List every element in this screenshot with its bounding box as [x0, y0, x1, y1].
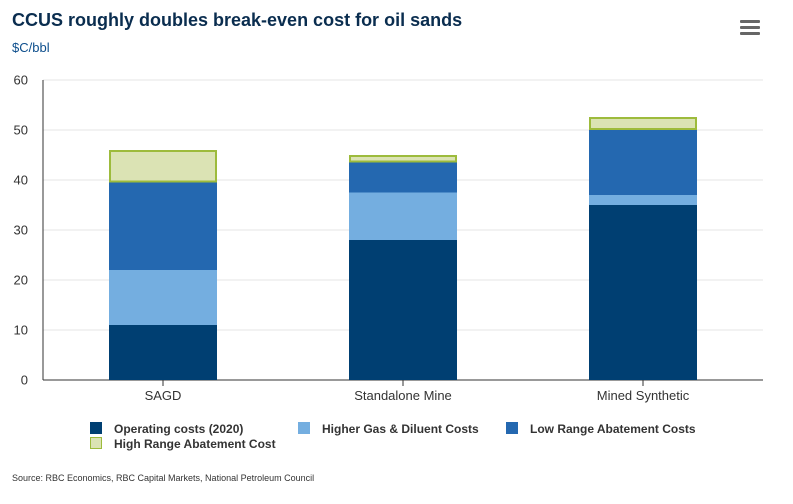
legend-item-operating-costs[interactable]: Operating costs (2020): [90, 422, 243, 436]
legend-swatch-high-icon: [90, 437, 102, 449]
chart-title: CCUS roughly doubles break-even cost for…: [12, 10, 463, 30]
hamburger-menu-icon[interactable]: [740, 20, 760, 36]
bar-segment-mined-synthetic-series-0: [589, 205, 697, 380]
y-tick-label: 0: [21, 373, 28, 388]
x-tick-label: SAGD: [145, 388, 182, 403]
bar-segment-sagd-series-3: [109, 150, 217, 183]
bar-segment-standalone-mine-series-2: [349, 162, 457, 193]
bar-segment-sagd-series-0: [109, 325, 217, 380]
bar-segment-sagd-series-1: [109, 270, 217, 325]
legend-item-higher-gas-diluent[interactable]: Higher Gas & Diluent Costs: [298, 422, 479, 436]
legend-label: Higher Gas & Diluent Costs: [322, 422, 479, 436]
source-note: Source: RBC Economics, RBC Capital Marke…: [12, 473, 315, 483]
menu-line: [740, 26, 760, 29]
bar-segment-standalone-mine-series-3: [349, 155, 457, 163]
legend-label: High Range Abatement Cost: [114, 437, 276, 451]
bar-segment-mined-synthetic-series-3: [589, 117, 697, 130]
y-tick-label: 50: [14, 123, 28, 138]
legend-swatch-gas-icon: [298, 422, 310, 434]
y-tick-label: 20: [14, 273, 28, 288]
menu-line: [740, 20, 760, 23]
y-tick-label: 60: [14, 73, 28, 88]
x-tick-label: Mined Synthetic: [597, 388, 690, 403]
bar-segment-mined-synthetic-series-2: [589, 130, 697, 195]
y-tick-label: 40: [14, 173, 28, 188]
stacked-bar-chart: 0 10 20 30 40 50 60 SAGD Standalone Mine Mined Sy…: [14, 73, 763, 403]
bar-segment-standalone-mine-series-0: [349, 240, 457, 380]
legend-swatch-low-icon: [506, 422, 518, 434]
bar-segment-standalone-mine-series-1: [349, 192, 457, 240]
legend-label: Low Range Abatement Costs: [530, 422, 696, 436]
legend-item-high-range-abatement[interactable]: High Range Abatement Cost: [90, 437, 276, 451]
legend-item-low-range-abatement[interactable]: Low Range Abatement Costs: [506, 422, 696, 436]
menu-line: [740, 32, 760, 35]
y-tick-label: 30: [14, 223, 28, 238]
x-tick-label: Standalone Mine: [354, 388, 452, 403]
bar-segment-mined-synthetic-series-1: [589, 195, 697, 205]
y-axis-unit-label: $C/bbl: [12, 40, 50, 55]
y-tick-label: 10: [14, 323, 28, 338]
legend-label: Operating costs (2020): [114, 422, 244, 436]
legend-swatch-operating-icon: [90, 422, 102, 434]
bar-segment-sagd-series-2: [109, 182, 217, 270]
